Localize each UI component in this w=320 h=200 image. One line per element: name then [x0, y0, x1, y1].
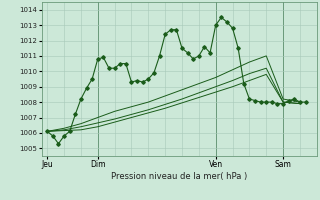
X-axis label: Pression niveau de la mer( hPa ): Pression niveau de la mer( hPa ) — [111, 172, 247, 181]
